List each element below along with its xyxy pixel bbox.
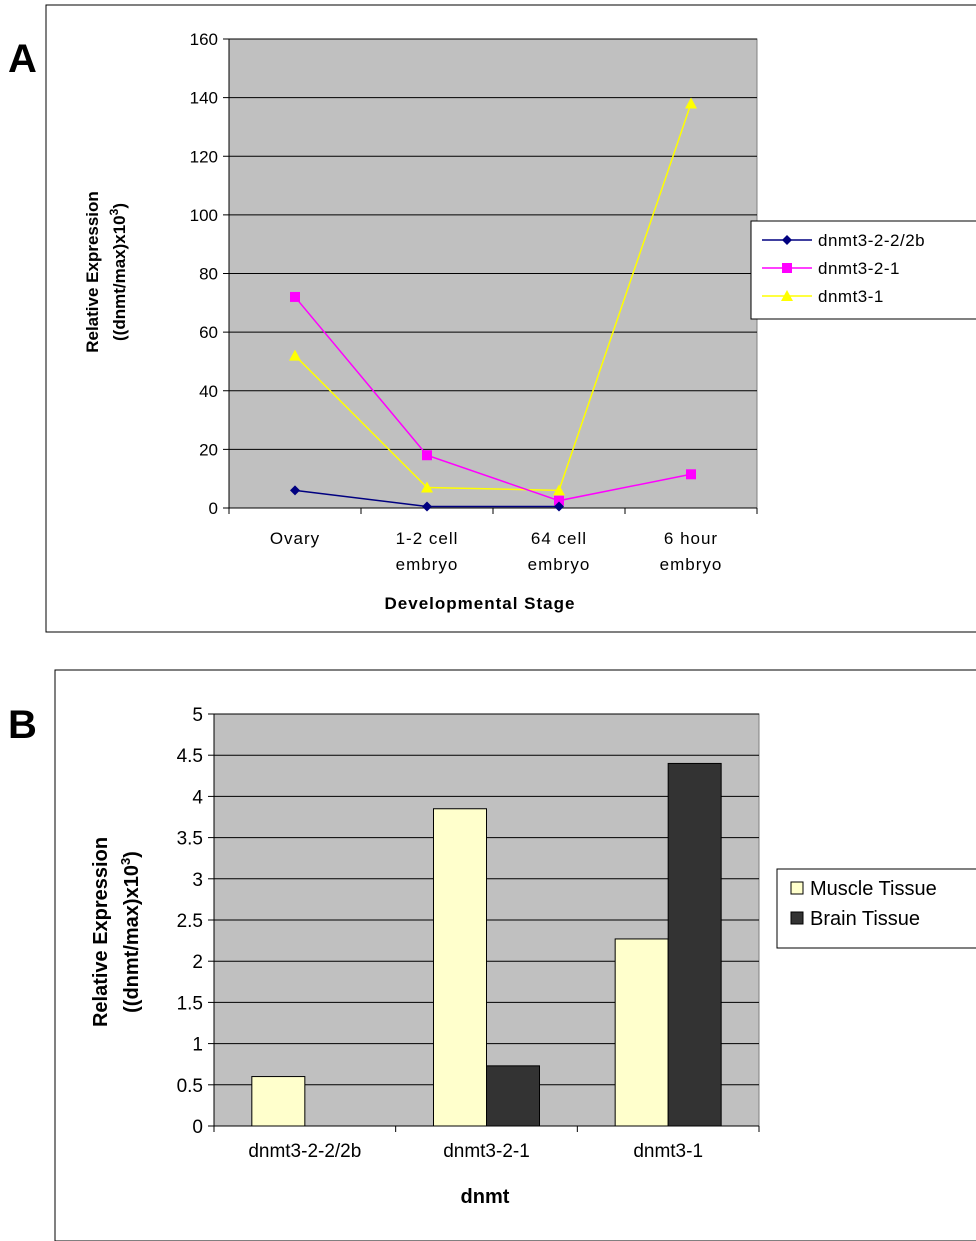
chart-b-legend-box — [776, 868, 976, 949]
chart-b-y-axis-label: Relative Expression ((dnmt/max)x103) — [90, 837, 143, 1027]
chart-a-y-axis-label-main: ((dnmt/max)x10 — [110, 215, 129, 341]
chart-a-x-tick-label: 6 hour — [664, 529, 718, 548]
chart-b-y-axis-label-main: ((dnmt/max)x10 — [121, 865, 143, 1013]
chart-a-legend-label-dnmt3-2-1: dnmt3-2-1 — [818, 259, 900, 278]
chart-a-point-dnmt3-1 — [553, 484, 565, 496]
chart-a-legend-marker-dnmt3-1 — [781, 290, 793, 301]
chart-b-y-tick-label: 1.5 — [177, 993, 203, 1014]
chart-a-point-dnmt3-1 — [289, 349, 301, 361]
chart-a-legend: dnmt3-2-2/2b dnmt3-2-1 dnmt3-1 — [750, 220, 976, 320]
chart-b-legend-swatch-brain-tissue — [790, 911, 804, 925]
chart-b-legend-swatch-muscle-tissue — [790, 881, 804, 895]
chart-a-point-dnmt3-1 — [685, 97, 697, 109]
chart-a-y-tick-label: 120 — [190, 147, 218, 166]
chart-b-bar-muscle-tissue-dnmt3-2-1 — [433, 808, 487, 1127]
chart-b-x-ticks: dnmt3-2-2/2b dnmt3-2-1 dnmt3-1 — [213, 1126, 760, 1162]
chart-a-point-dnmt3-2-1 — [686, 469, 696, 480]
chart-a-point-dnmt3-2-2-2b — [422, 501, 432, 512]
chart-b-y-axis-label-end: ) — [121, 851, 143, 858]
chart-a-y-tick-label: 100 — [190, 206, 218, 225]
chart-a-x-tick-label: 1-2 cell — [396, 529, 459, 548]
chart-b-bars — [251, 762, 722, 1127]
chart-b-y-tick-label: 4 — [192, 787, 203, 808]
chart-a-x-tick-label: embryo — [660, 555, 723, 574]
chart-a-series — [289, 97, 697, 512]
chart-b-y-tick-label: 3 — [192, 870, 203, 891]
chart-b-y-tick-label: 2.5 — [177, 911, 203, 932]
chart-b-bar-muscle-tissue-dnmt3-1 — [614, 938, 669, 1127]
chart-b-x-tick-label: dnmt3-2-2/2b — [248, 1141, 361, 1162]
chart-a-x-axis-label: Developmental Stage — [385, 594, 576, 613]
chart-b-legend-label-brain-tissue: Brain Tissue — [810, 908, 920, 930]
panel-a-letter: A — [8, 37, 37, 81]
chart-a-point-dnmt3-2-2-2b — [290, 485, 300, 496]
chart-b-y-tick-label: 4.5 — [177, 746, 203, 767]
chart-a-legend-marker-dnmt3-2-2-2b — [782, 235, 792, 245]
chart-b-y-axis-label-line2: ((dnmt/max)x103) — [118, 851, 143, 1013]
chart-a-y-tick-label: 0 — [209, 499, 218, 518]
chart-b-y-tick-label: 0.5 — [177, 1076, 203, 1097]
chart-b-bar-muscle-tissue-dnmt3-2-2-2b — [251, 1076, 306, 1127]
chart-a-gridlines — [229, 38, 757, 450]
chart-a-x-tick-label: Ovary — [270, 529, 320, 548]
chart-a-legend-label-dnmt3-2-2-2b: dnmt3-2-2/2b — [818, 231, 925, 250]
chart-b-y-tick-label: 2 — [192, 952, 203, 973]
chart-a-x-ticks: Ovary 1-2 cell embryo 64 cell embryo 6 hour em… — [228, 508, 758, 574]
chart-b-y-ticks: 0 0.5 1 1.5 2 2.5 3 3.5 4 4.5 5 — [177, 705, 214, 1138]
chart-b-x-axis-label: dnmt — [461, 1186, 510, 1208]
chart-a-y-ticks: 0 20 40 60 80 100 120 140 160 — [190, 30, 229, 518]
chart-a-point-dnmt3-2-1 — [422, 450, 432, 461]
panel-b-letter: B — [8, 703, 37, 747]
chart-b-y-tick-label: 5 — [192, 705, 203, 726]
chart-b-y-tick-label: 1 — [192, 1035, 203, 1056]
chart-a-y-axis-label: Relative Expression ((dnmt/max)x103) — [83, 191, 129, 353]
chart-a-y-tick-label: 20 — [199, 440, 218, 459]
chart-a-point-dnmt3-1 — [421, 481, 433, 493]
chart-a-y-tick-label: 140 — [190, 89, 218, 108]
chart-a-y-tick-label: 80 — [199, 265, 218, 284]
chart-a-y-tick-label: 60 — [199, 323, 218, 342]
chart-a-y-axis-label-end: ) — [110, 203, 129, 209]
chart-b-legend-label-muscle-tissue: Muscle Tissue — [810, 878, 937, 900]
chart-b-y-tick-label: 0 — [192, 1117, 203, 1138]
chart-a-y-axis-label-sup: 3 — [107, 208, 121, 215]
chart-b-legend: Muscle Tissue Brain Tissue — [776, 868, 976, 949]
chart-a-line-dnmt3-1 — [294, 103, 692, 492]
chart-a-point-dnmt3-2-1 — [290, 291, 300, 302]
chart-b-x-tick-label: dnmt3-2-1 — [443, 1141, 530, 1162]
chart-a-y-axis-label-line1: Relative Expression — [83, 191, 102, 353]
chart-a-y-tick-label: 160 — [190, 30, 218, 49]
chart-a-x-tick-label: embryo — [396, 555, 459, 574]
chart-b-bar-brain-tissue-dnmt3-2-1 — [486, 1065, 540, 1127]
chart-a-y-axis-label-line2: ((dnmt/max)x103) — [107, 203, 129, 341]
chart-b-y-axis-label-line1: Relative Expression — [90, 837, 112, 1027]
chart-a-line-dnmt3-2-1 — [294, 296, 692, 502]
chart-a-x-tick-label: 64 cell — [531, 529, 587, 548]
chart-a-x-tick-label: embryo — [528, 555, 591, 574]
chart-b-bar-brain-tissue-dnmt3-1 — [667, 762, 722, 1127]
chart-a-y-tick-label: 40 — [199, 382, 218, 401]
chart-a-point-dnmt3-2-1 — [554, 495, 564, 506]
chart-b-y-axis-label-sup: 3 — [118, 858, 133, 865]
chart-b-x-tick-label: dnmt3-1 — [633, 1141, 703, 1162]
chart-b-y-tick-label: 3.5 — [177, 829, 203, 850]
chart-a-legend-label-dnmt3-1: dnmt3-1 — [818, 287, 884, 306]
chart-a-point-dnmt3-2-2-2b — [554, 501, 564, 512]
chart-a-legend-marker-dnmt3-2-1 — [782, 263, 792, 273]
